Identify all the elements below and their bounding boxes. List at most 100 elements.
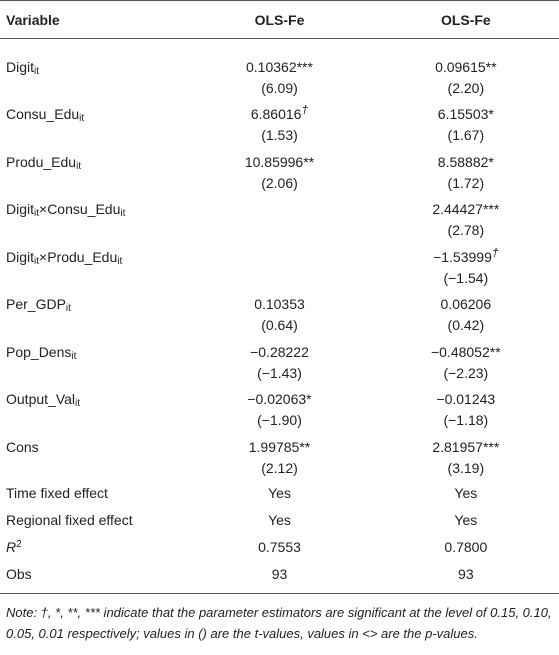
coefficient: 93: [271, 566, 288, 582]
variable-subscript: it: [79, 113, 85, 124]
value-cell: 6.15503* (1.67): [373, 100, 559, 148]
t-value: (0.64): [261, 317, 298, 333]
value-cell: 1.99785** (2.12): [186, 433, 372, 481]
variable-cell: Obs: [0, 561, 187, 594]
table-row: Digitit×Produ_Eduit −1.53999† (−1.54): [0, 243, 559, 291]
coefficient: 0.7553: [258, 539, 301, 555]
significance: *: [488, 153, 494, 170]
t-value: (0.42): [447, 317, 485, 333]
variable-cell: Time fixed effect: [0, 480, 186, 507]
coefficient: −0.02063: [247, 391, 307, 407]
variable-cell: Per_GDPit: [0, 290, 186, 338]
value-cell: 0.10362*** (6.09): [186, 39, 372, 101]
t-value: (1.67): [447, 127, 485, 143]
value-cell: Yes: [186, 507, 372, 534]
coefficient: −0.01243: [436, 391, 496, 407]
variable-subscript: it: [120, 208, 126, 219]
variable-cell: Digitit×Consu_Eduit: [0, 195, 186, 243]
value-cell: 2.81957*** (3.19): [373, 433, 559, 481]
value-cell: 0.7800: [373, 534, 559, 561]
table-row: Regional fixed effect Yes Yes: [0, 507, 559, 534]
t-value: (1.72): [447, 174, 485, 191]
t-value: (−1.43): [257, 364, 302, 381]
variable-subscript: it: [34, 208, 40, 219]
results-table: Variable OLS-Fe OLS-Fe Digitit 0.10362***…: [0, 0, 559, 594]
variable-name: Digit: [6, 201, 35, 217]
coefficient: −1.53999: [433, 248, 492, 265]
value-cell: −0.48052** (−2.23): [373, 338, 559, 386]
coefficient: −0.28222: [250, 343, 309, 360]
value-cell: [186, 195, 372, 243]
column-header: OLS-Fe: [372, 0, 559, 39]
value-cell: −0.02063* (−1.90): [186, 385, 372, 433]
variable-name: Output_Val: [6, 391, 76, 407]
coefficient: 0.10362: [246, 59, 297, 75]
table-row: Output_Valit −0.02063* (−1.90) −0.01243 (−1.…: [0, 385, 559, 433]
variable-name: Regional fixed effect: [6, 512, 133, 528]
variable-cell: Pop_Densit: [0, 338, 186, 386]
coefficient: −0.48052: [430, 343, 490, 360]
t-value: (3.19): [447, 459, 485, 476]
column-header: Variable: [0, 0, 187, 39]
table-row: Pop_Densit −0.28222 (−1.43) −0.48052** (−2.2…: [0, 338, 559, 386]
t-value: (−1.90): [257, 412, 302, 428]
table-row: Digitit 0.10362*** (6.09) 0.09615** (2.20): [0, 39, 559, 101]
value-cell: 0.7553: [186, 534, 372, 561]
significance: **: [489, 343, 501, 360]
significance: †: [491, 245, 499, 260]
value-cell: 8.58882* (1.72): [373, 148, 559, 196]
coefficient: Yes: [454, 485, 478, 501]
value-cell: 2.44427*** (2.78): [373, 195, 559, 243]
variable-cell: Digitit×Produ_Eduit: [0, 243, 186, 291]
variable-cell: Cons: [0, 433, 186, 481]
variable-subscript: it: [75, 398, 81, 409]
coefficient: 8.58882: [437, 153, 489, 170]
t-value: (6.09): [261, 80, 298, 96]
value-cell: Yes: [373, 480, 559, 507]
variable-cell: Digitit: [0, 39, 186, 101]
variable-name: Consu_Edu: [6, 106, 80, 122]
value-cell: 93: [186, 561, 373, 594]
value-cell: 93: [372, 561, 559, 594]
table-row: Time fixed effect Yes Yes: [0, 480, 559, 507]
t-value: (2.20): [447, 80, 485, 96]
significance: **: [303, 153, 315, 170]
significance: *: [488, 106, 494, 122]
significance: †: [301, 103, 309, 117]
value-cell: −0.01243 (−1.18): [373, 385, 559, 433]
t-value: (−1.18): [443, 412, 489, 428]
significance: **: [485, 59, 497, 75]
significance: ***: [296, 59, 313, 75]
variable-name: Digit: [6, 248, 35, 265]
t-value: (1.53): [261, 127, 298, 143]
table-body: Digitit 0.10362*** (6.09) 0.09615** (2.20) Co…: [0, 39, 559, 594]
header-row: Variable OLS-Fe OLS-Fe: [0, 0, 559, 39]
t-value: (2.06): [261, 174, 298, 191]
coefficient: Yes: [454, 512, 478, 528]
coefficient: 0.06206: [440, 296, 492, 312]
table-row: Digitit×Consu_Eduit 2.44427*** (2.78): [0, 195, 559, 243]
t-value: (−1.54): [443, 269, 489, 286]
t-value: (2.78): [447, 222, 485, 238]
coefficient: 1.99785: [248, 438, 300, 455]
table-row: Cons 1.99785** (2.12) 2.81957*** (3.19): [0, 433, 559, 481]
variable-cell: Output_Valit: [0, 385, 186, 433]
value-cell: Yes: [186, 480, 372, 507]
variable-subscript: it: [117, 255, 123, 267]
variable-name: ×Consu_Edu: [39, 201, 121, 217]
value-cell: [186, 243, 372, 291]
value-cell: Yes: [373, 507, 559, 534]
column-header: OLS-Fe: [186, 0, 373, 39]
significance: *: [306, 391, 312, 407]
table-row: Consu_Eduit 6.86016† (1.53) 6.15503* (1.67): [0, 100, 559, 148]
variable-subscript: it: [71, 350, 77, 362]
value-cell: −0.28222 (−1.43): [186, 338, 372, 386]
value-cell: 0.06206 (0.42): [373, 290, 559, 338]
variable-name: Cons: [6, 438, 39, 455]
table-row: Produ_Eduit 10.85996** (2.06) 8.58882* (1.72…: [0, 148, 559, 196]
t-value: (2.12): [261, 459, 298, 476]
table-row: Per_GDPit 0.10353 (0.64) 0.06206 (0.42): [0, 290, 559, 338]
t-value: (−2.23): [443, 364, 489, 381]
variable-subscript: it: [34, 66, 40, 77]
